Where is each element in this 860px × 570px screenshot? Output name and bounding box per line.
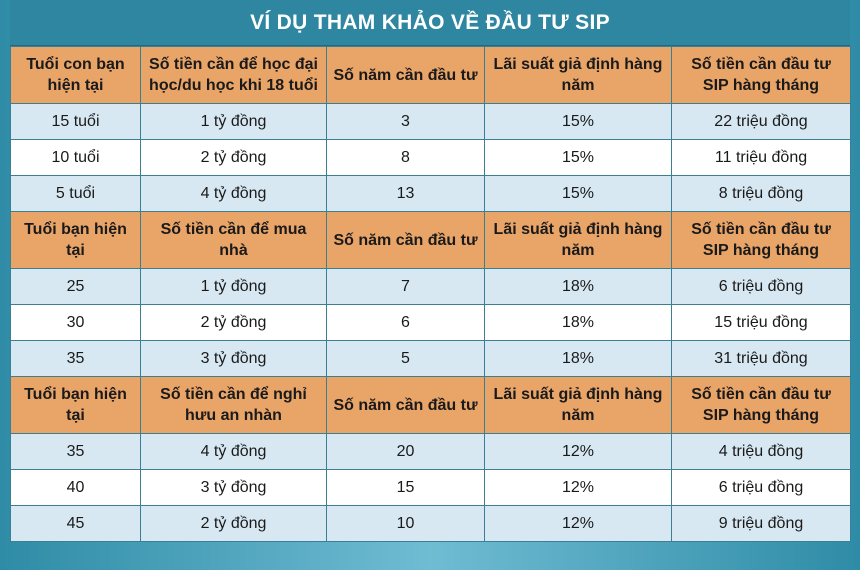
table-cell: 12%	[484, 433, 672, 470]
table-cell: 5 tuổi	[10, 175, 141, 212]
table-cell: 2 tỷ đồng	[140, 139, 327, 176]
table-cell: 4 tỷ đồng	[140, 433, 327, 470]
table-cell: 1 tỷ đồng	[140, 103, 327, 140]
header-cell: Số tiền cần đầu tư SIP hàng tháng	[671, 376, 851, 434]
table-cell: 12%	[484, 469, 672, 506]
table-cell: 18%	[484, 340, 672, 377]
table-cell: 2 tỷ đồng	[140, 304, 327, 341]
table-cell: 4 tỷ đồng	[140, 175, 327, 212]
table-row: 45 2 tỷ đồng 10 12% 9 triệu đồng	[10, 505, 851, 542]
header-cell: Tuổi con bạn hiện tại	[10, 46, 141, 104]
table-row: 40 3 tỷ đồng 15 12% 6 triệu đồng	[10, 469, 851, 506]
table-row: 35 3 tỷ đồng 5 18% 31 triệu đồng	[10, 340, 851, 377]
table-cell: 10	[326, 505, 485, 542]
table-cell: 12%	[484, 505, 672, 542]
table-cell: 6	[326, 304, 485, 341]
header-cell: Tuổi bạn hiện tại	[10, 376, 141, 434]
table-cell: 5	[326, 340, 485, 377]
table-cell: 31 triệu đồng	[671, 340, 851, 377]
table-cell: 3	[326, 103, 485, 140]
section-header-row: Tuổi bạn hiện tại Số tiền cần để nghỉ hư…	[10, 376, 851, 434]
table-cell: 8 triệu đồng	[671, 175, 851, 212]
table-cell: 8	[326, 139, 485, 176]
header-cell: Số tiền cần để học đại học/du học khi 18…	[140, 46, 327, 104]
table-title: VÍ DỤ THAM KHẢO VỀ ĐẦU TƯ SIP	[10, 0, 850, 46]
table-cell: 20	[326, 433, 485, 470]
table-cell: 15 tuổi	[10, 103, 141, 140]
table-row: 25 1 tỷ đồng 7 18% 6 triệu đồng	[10, 268, 851, 305]
table-cell: 30	[10, 304, 141, 341]
table-row: 10 tuổi 2 tỷ đồng 8 15% 11 triệu đồng	[10, 139, 851, 176]
table-cell: 3 tỷ đồng	[140, 340, 327, 377]
header-cell: Số tiền cần để nghỉ hưu an nhàn	[140, 376, 327, 434]
table-cell: 22 triệu đồng	[671, 103, 851, 140]
header-cell: Số năm cần đầu tư	[326, 376, 485, 434]
table-cell: 15%	[484, 175, 672, 212]
table-row: 15 tuổi 1 tỷ đồng 3 15% 22 triệu đồng	[10, 103, 851, 140]
table-cell: 6 triệu đồng	[671, 469, 851, 506]
header-cell: Lãi suất giả định hàng năm	[484, 46, 672, 104]
header-cell: Số tiền cần đầu tư SIP hàng tháng	[671, 46, 851, 104]
section-header-row: Tuổi bạn hiện tại Số tiền cần để mua nhà…	[10, 211, 851, 269]
table-cell: 7	[326, 268, 485, 305]
table-cell: 35	[10, 340, 141, 377]
table-cell: 13	[326, 175, 485, 212]
section-header-row: Tuổi con bạn hiện tại Số tiền cần để học…	[10, 46, 851, 104]
table-cell: 18%	[484, 268, 672, 305]
table-cell: 3 tỷ đồng	[140, 469, 327, 506]
table-cell: 15%	[484, 103, 672, 140]
table-cell: 15%	[484, 139, 672, 176]
table-row: 30 2 tỷ đồng 6 18% 15 triệu đồng	[10, 304, 851, 341]
table-cell: 1 tỷ đồng	[140, 268, 327, 305]
table-cell: 25	[10, 268, 141, 305]
table-cell: 35	[10, 433, 141, 470]
table-cell: 40	[10, 469, 141, 506]
header-cell: Lãi suất giả định hàng năm	[484, 211, 672, 269]
table-cell: 45	[10, 505, 141, 542]
header-cell: Tuổi bạn hiện tại	[10, 211, 141, 269]
table-cell: 9 triệu đồng	[671, 505, 851, 542]
header-cell: Lãi suất giả định hàng năm	[484, 376, 672, 434]
table-cell: 11 triệu đồng	[671, 139, 851, 176]
header-cell: Số năm cần đầu tư	[326, 46, 485, 104]
table-cell: 18%	[484, 304, 672, 341]
header-cell: Số năm cần đầu tư	[326, 211, 485, 269]
table-cell: 15	[326, 469, 485, 506]
sip-table: Tuổi con bạn hiện tại Số tiền cần để học…	[10, 46, 851, 542]
table-row: 35 4 tỷ đồng 20 12% 4 triệu đồng	[10, 433, 851, 470]
table-row: 5 tuổi 4 tỷ đồng 13 15% 8 triệu đồng	[10, 175, 851, 212]
table-cell: 6 triệu đồng	[671, 268, 851, 305]
table-cell: 10 tuổi	[10, 139, 141, 176]
header-cell: Số tiền cần đầu tư SIP hàng tháng	[671, 211, 851, 269]
sip-table-frame: VÍ DỤ THAM KHẢO VỀ ĐẦU TƯ SIP Tuổi con b…	[10, 0, 851, 570]
table-cell: 15 triệu đồng	[671, 304, 851, 341]
table-cell: 4 triệu đồng	[671, 433, 851, 470]
header-cell: Số tiền cần để mua nhà	[140, 211, 327, 269]
table-cell: 2 tỷ đồng	[140, 505, 327, 542]
